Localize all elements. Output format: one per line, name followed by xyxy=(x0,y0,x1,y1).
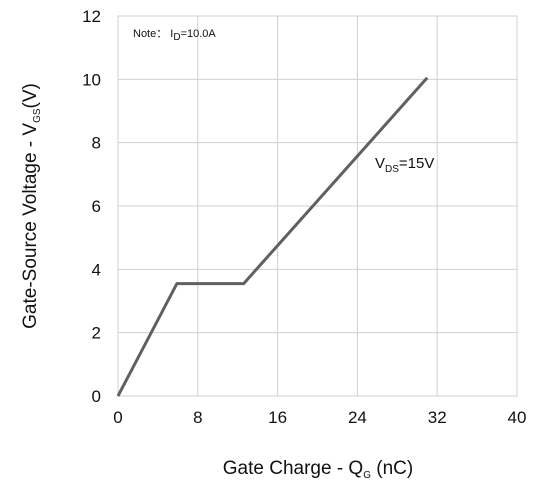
x-tick-label: 40 xyxy=(508,408,527,427)
y-tick-label: 12 xyxy=(82,7,101,26)
note-annotation: Note： ID=10.0A xyxy=(133,28,216,43)
x-axis-title-subscript: G xyxy=(363,470,371,481)
y-axis-title: Gate-Source Voltage - VGS(V) xyxy=(20,83,43,329)
y-axis-title-tail: (V) xyxy=(20,83,41,108)
y-tick-label: 2 xyxy=(92,324,101,343)
note-prefix: Note： I xyxy=(133,28,173,40)
y-axis-title-subscript: GS xyxy=(32,108,43,123)
x-tick-label: 32 xyxy=(428,408,447,427)
series-line xyxy=(116,76,429,397)
x-tick-label: 24 xyxy=(348,408,367,427)
x-tick-label: 8 xyxy=(193,408,202,427)
series-label-subscript: DS xyxy=(385,164,399,175)
y-axis-title-main: Gate-Source Voltage - V xyxy=(20,123,41,329)
x-axis-title-tail: (nC) xyxy=(371,458,413,479)
y-tick-label: 8 xyxy=(92,134,101,153)
grid-lines xyxy=(117,15,518,397)
series-label-tail: =15V xyxy=(399,155,434,172)
y-tick-label: 10 xyxy=(82,70,101,89)
series-label-main: V xyxy=(375,155,385,172)
series-label: VDS=15V xyxy=(375,155,434,175)
x-axis-title: Gate Charge - QG (nC) xyxy=(223,458,413,481)
y-tick-label: 4 xyxy=(92,260,101,279)
note-subscript: D xyxy=(173,32,180,43)
x-tick-label: 16 xyxy=(268,408,287,427)
x-axis-title-main: Gate Charge - Q xyxy=(223,458,363,479)
y-tick-label: 0 xyxy=(92,387,101,406)
x-tick-label: 0 xyxy=(113,408,122,427)
note-suffix: =10.0A xyxy=(181,28,217,40)
series-layer xyxy=(116,76,429,397)
y-tick-label: 6 xyxy=(92,197,101,216)
